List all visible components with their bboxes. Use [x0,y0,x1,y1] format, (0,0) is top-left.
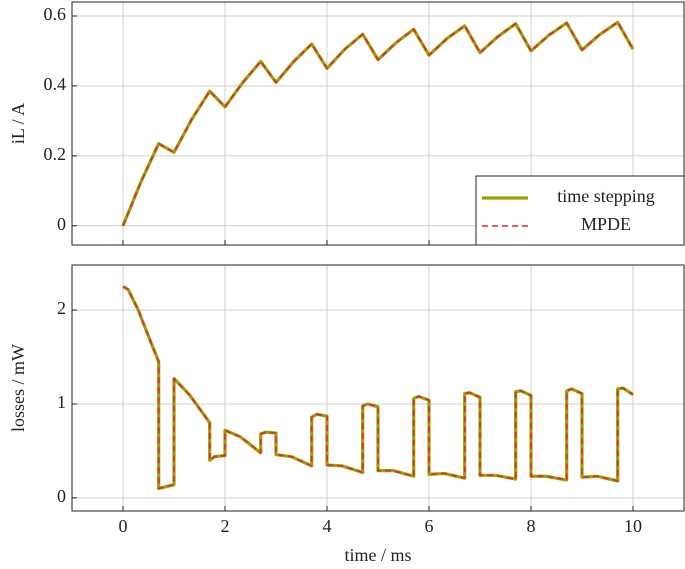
x-tick-label: 10 [624,516,642,536]
legend-box [475,175,685,246]
data-line [122,285,634,491]
y-tick-label: 2 [57,298,66,318]
y-tick-label: 0 [57,214,66,234]
x-tick-label: 6 [425,516,434,536]
plot-frame [71,1,685,246]
y-tick-label: 0 [57,486,66,506]
y-tick-label: 0.6 [44,4,67,24]
y-tick-label: 0.2 [44,144,67,164]
x-tick-label: 4 [323,516,332,536]
x-tick-label: 2 [221,516,230,536]
data-line [122,21,634,227]
legend: time stepping MPDE [475,175,685,246]
x-axis-label: time / ms [345,545,412,565]
legend-label: MPDE [581,214,631,234]
data-line [122,285,634,490]
x-tick-label: 8 [527,516,536,536]
x-tick-label: 0 [119,516,128,536]
y-axis-label: losses / mW [8,344,28,432]
plot-frame [71,264,685,512]
y-axis-label: iL / A [8,103,28,144]
y-tick-label: 0.4 [44,74,67,94]
y-tick-label: 1 [57,392,66,412]
legend-label: time stepping [557,186,655,206]
